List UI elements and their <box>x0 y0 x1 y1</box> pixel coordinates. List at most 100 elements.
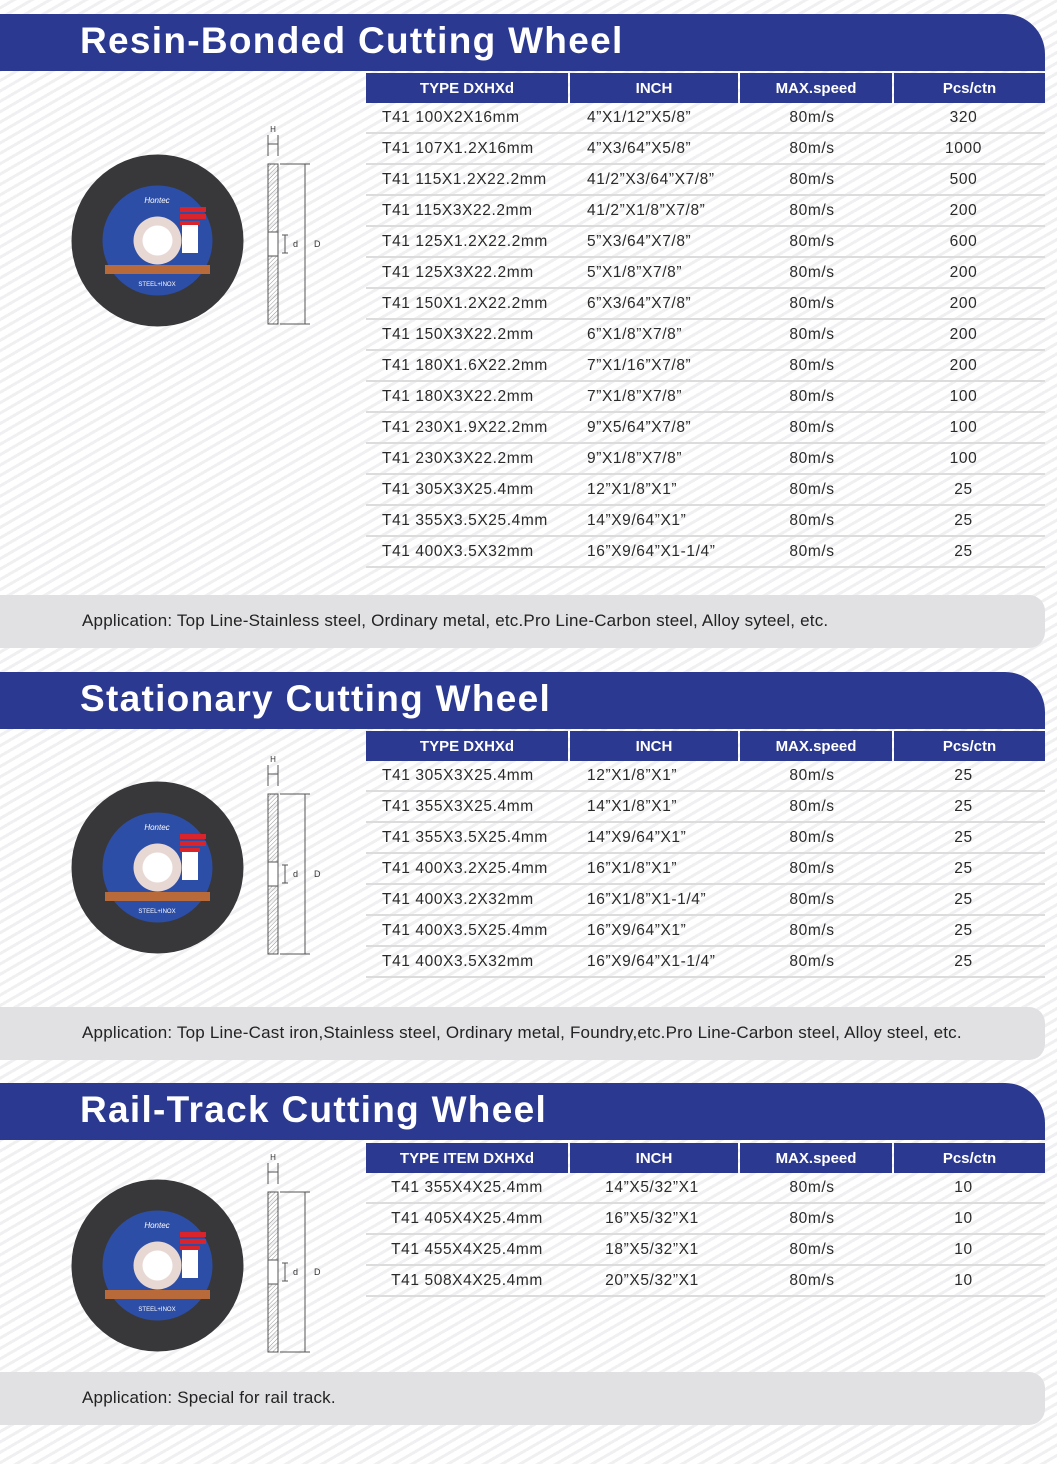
h-label: H <box>270 755 276 764</box>
column-header: INCH <box>570 1143 738 1173</box>
dimension-diagram: H d D <box>262 122 322 327</box>
table-cell: 16”X9/64”X1-1/4” <box>587 542 716 560</box>
table-cell: 16”X1/8”X1-1/4” <box>587 890 707 908</box>
table-row: T41 230X3X22.2mm 9”X1/8”X7/8” 80m/s 100 <box>366 444 1045 475</box>
table-cell: 320 <box>949 108 978 126</box>
table-cell: T41 400X3.5X32mm <box>382 952 534 970</box>
table-row: T41 180X3X22.2mm 7”X1/8”X7/8” 80m/s 100 <box>366 382 1045 413</box>
table-cell: T41 400X3.2X25.4mm <box>382 859 548 877</box>
wheel-label: STEEL+INOX <box>138 909 175 915</box>
column-header: MAX.speed <box>740 731 892 761</box>
table-cell: 12”X1/8”X1” <box>587 766 678 784</box>
table-cell: T41 150X1.2X22.2mm <box>382 294 548 312</box>
table-cell: 80m/s <box>789 1240 835 1258</box>
section-title-band: Stationary Cutting Wheel <box>0 672 1045 729</box>
application-text: Application: Top Line-Cast iron,Stainles… <box>82 1023 962 1042</box>
table-cell: T41 355X3X25.4mm <box>382 797 534 815</box>
table-cell: 25 <box>954 828 973 846</box>
application-text: Application: Special for rail track. <box>82 1388 336 1407</box>
table-cell: 80m/s <box>789 294 835 312</box>
table-cell: 18”X5/32”X1 <box>605 1240 699 1258</box>
table-cell: 7”X1/8”X7/8” <box>587 387 683 405</box>
table-row: T41 455X4X25.4mm 18”X5/32”X1 80m/s 10 <box>366 1235 1045 1266</box>
table-cell: 80m/s <box>789 170 835 188</box>
dimension-diagram: H d D <box>262 1150 322 1355</box>
dimension-diagram: H d D <box>262 752 322 957</box>
table-cell: T41 100X2X16mm <box>382 108 520 126</box>
section-title-band: Rail-Track Cutting Wheel <box>0 1083 1045 1140</box>
table-row: T41 305X3X25.4mm 12”X1/8”X1” 80m/s 25 <box>366 475 1045 506</box>
table-cell: 80m/s <box>789 139 835 157</box>
cutting-wheel-image: Hontec STEEL+INOX <box>70 1178 245 1353</box>
table-cell: 5”X3/64”X7/8” <box>587 232 692 250</box>
table-cell: 80m/s <box>789 511 835 529</box>
table-cell: 80m/s <box>789 263 835 281</box>
table-header: TYPE ITEM DXHXd INCH MAX.speed Pcs/ctn <box>366 1143 1045 1173</box>
table-cell: 600 <box>949 232 978 250</box>
table-cell: 41/2”X3/64”X7/8” <box>587 170 715 188</box>
table-cell: T41 107X1.2X16mm <box>382 139 534 157</box>
table-cell: T41 455X4X25.4mm <box>391 1240 543 1258</box>
table-cell: 9”X5/64”X7/8” <box>587 418 692 436</box>
table-row: T41 400X3.2X25.4mm 16”X1/8”X1” 80m/s 25 <box>366 854 1045 885</box>
column-header: MAX.speed <box>740 73 892 103</box>
table-cell: 10 <box>954 1209 973 1227</box>
table-row: T41 125X1.2X22.2mm 5”X3/64”X7/8” 80m/s 600 <box>366 227 1045 258</box>
h-label: H <box>270 125 276 134</box>
application-bar: Application: Special for rail track. <box>0 1372 1045 1425</box>
table-row: T41 100X2X16mm 4”X1/12”X5/8” 80m/s 320 <box>366 103 1045 134</box>
D-label: D <box>314 239 321 249</box>
table-cell: 25 <box>954 480 973 498</box>
table-cell: 80m/s <box>789 108 835 126</box>
table-cell: T41 115X1.2X22.2mm <box>382 170 547 188</box>
table-cell: 80m/s <box>789 890 835 908</box>
section-title-band: Resin-Bonded Cutting Wheel <box>0 14 1045 71</box>
table-row: T41 125X3X22.2mm 5”X1/8”X7/8” 80m/s 200 <box>366 258 1045 289</box>
table-cell: T41 305X3X25.4mm <box>382 766 534 784</box>
table-cell: T41 355X3.5X25.4mm <box>382 511 548 529</box>
table-cell: 80m/s <box>789 387 835 405</box>
section-title: Stationary Cutting Wheel <box>80 678 552 719</box>
table-cell: 7”X1/16”X7/8” <box>587 356 692 374</box>
table-cell: 80m/s <box>789 325 835 343</box>
table-cell: 80m/s <box>789 1178 835 1196</box>
table-row: T41 180X1.6X22.2mm 7”X1/16”X7/8” 80m/s 200 <box>366 351 1045 382</box>
table-cell: T41 230X1.9X22.2mm <box>382 418 548 436</box>
column-header: Pcs/ctn <box>894 1143 1045 1173</box>
table-cell: T41 355X4X25.4mm <box>391 1178 543 1196</box>
table-cell: 80m/s <box>789 480 835 498</box>
application-bar: Application: Top Line-Stainless steel, O… <box>0 595 1045 648</box>
table-cell: 4”X1/12”X5/8” <box>587 108 692 126</box>
cutting-wheel-image: Hontec STEEL+INOX <box>70 780 245 955</box>
column-header: INCH <box>570 73 738 103</box>
table-cell: T41 405X4X25.4mm <box>391 1209 543 1227</box>
table-cell: 6”X3/64”X7/8” <box>587 294 692 312</box>
table-cell: 80m/s <box>789 797 835 815</box>
table-cell: 80m/s <box>789 418 835 436</box>
h-label: H <box>270 1153 276 1162</box>
hontec-logo: Hontec <box>144 823 169 832</box>
table-row: T41 400X3.5X32mm 16”X9/64”X1-1/4” 80m/s 25 <box>366 537 1045 568</box>
table-cell: 25 <box>954 952 973 970</box>
table-cell: 25 <box>954 859 973 877</box>
application-bar: Application: Top Line-Cast iron,Stainles… <box>0 1007 1045 1060</box>
table-cell: 6”X1/8”X7/8” <box>587 325 683 343</box>
table-cell: 200 <box>949 294 978 312</box>
application-text: Application: Top Line-Stainless steel, O… <box>82 611 829 630</box>
table-cell: 25 <box>954 797 973 815</box>
table-cell: 14”X5/32”X1 <box>605 1178 699 1196</box>
D-label: D <box>314 1267 321 1277</box>
table-cell: T41 230X3X22.2mm <box>382 449 534 467</box>
table-row: T41 305X3X25.4mm 12”X1/8”X1” 80m/s 25 <box>366 761 1045 792</box>
table-row: T41 115X3X22.2mm 41/2”X1/8”X7/8” 80m/s 200 <box>366 196 1045 227</box>
section-title: Resin-Bonded Cutting Wheel <box>80 20 624 61</box>
table-cell: 14”X9/64”X1” <box>587 828 687 846</box>
table-cell: 10 <box>954 1178 973 1196</box>
table-row: T41 400X3.5X25.4mm 16”X9/64”X1” 80m/s 25 <box>366 916 1045 947</box>
table-cell: 14”X9/64”X1” <box>587 511 687 529</box>
wheel-label: STEEL+INOX <box>138 282 175 288</box>
wheel-label: STEEL+INOX <box>138 1307 175 1313</box>
spec-table: TYPE DXHXd INCH MAX.speed Pcs/ctn T41 305X3X… <box>366 731 1045 978</box>
table-cell: 10 <box>954 1271 973 1289</box>
table-cell: 25 <box>954 511 973 529</box>
